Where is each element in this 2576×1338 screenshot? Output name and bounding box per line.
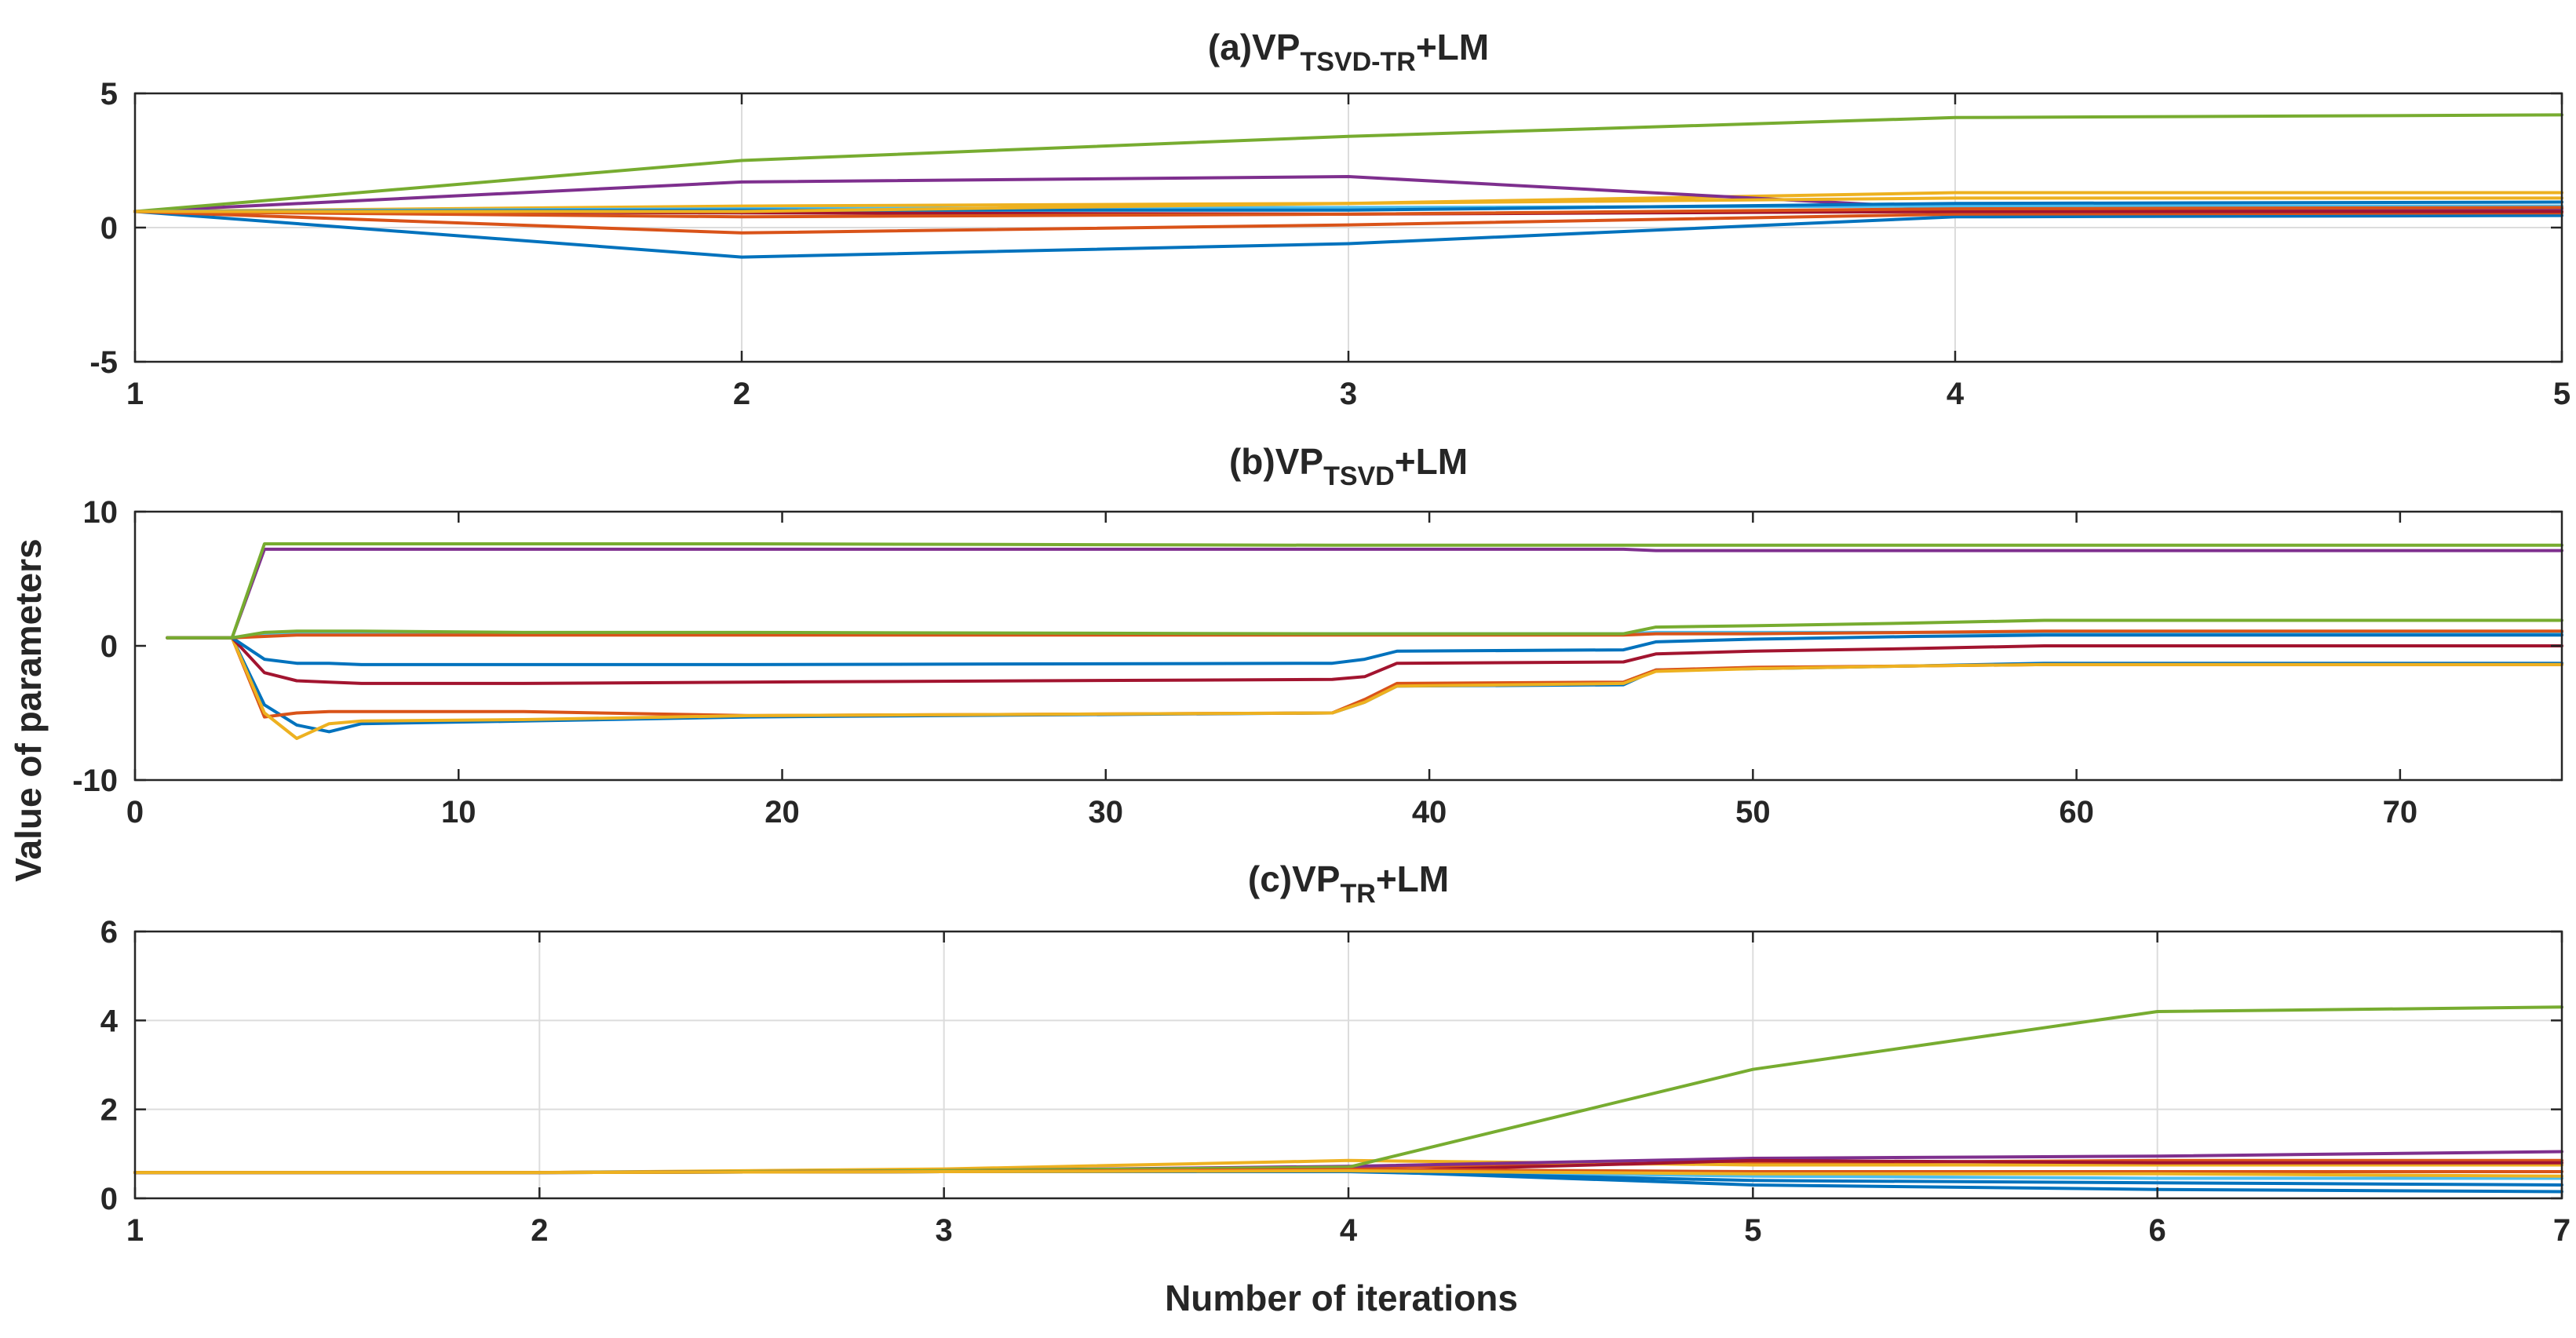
x-tick-label: 3 [936, 1213, 953, 1248]
x-tick-label: 50 [1735, 795, 1771, 829]
panel-title-suffix: +LM [1416, 27, 1489, 67]
series-line-p8 [166, 633, 2563, 666]
x-tick-label: 1 [126, 377, 144, 411]
panel-title: (c)VPTR+LM [1248, 859, 1449, 909]
series-line-p7 [166, 636, 2563, 685]
x-tick-label: 5 [2553, 377, 2571, 411]
y-tick-label: 0 [100, 1182, 118, 1216]
shared-x-axis-label: Number of iterations [1165, 1278, 1518, 1318]
series-line-p3 [166, 636, 2563, 740]
y-tick-label: 0 [100, 211, 118, 246]
y-tick-label: 0 [100, 629, 118, 664]
x-tick-label: 20 [764, 795, 800, 829]
series-line-p2 [133, 210, 2563, 235]
panel-title-prefix: (c)VP [1248, 859, 1341, 899]
series-line-p10 [133, 1168, 2563, 1178]
x-tick-label: 10 [441, 795, 476, 829]
x-tick-label: 2 [531, 1213, 548, 1248]
y-tick-label: 4 [100, 1004, 119, 1038]
x-tick-label: 4 [1947, 377, 1965, 411]
panel-1: 1 2 3 4 5 -5 0 5 (a)VPTSVD-TR+LM [89, 27, 2571, 411]
panel-title-prefix: (b)VP [1229, 441, 1323, 482]
panel-title: (a)VPTSVD-TR+LM [1208, 27, 1489, 77]
series-line-p10 [166, 618, 2563, 640]
x-tick-label: 2 [733, 377, 750, 411]
y-tick-label: 2 [100, 1093, 118, 1128]
series-line-p5 [166, 542, 2563, 640]
series-line-p5 [133, 113, 2563, 213]
y-tick-label: -10 [72, 764, 118, 798]
series-line-p9 [133, 206, 2563, 219]
panel-title-subscript: TR [1340, 879, 1375, 909]
x-tick-label: 7 [2553, 1213, 2571, 1248]
x-tick-label: 0 [126, 795, 144, 829]
panel-title: (b)VPTSVD+LM [1229, 441, 1468, 491]
y-tick-label: 10 [83, 495, 119, 530]
panel-title-subscript: TSVD-TR [1300, 47, 1415, 77]
x-tick-label: 70 [2383, 795, 2418, 829]
y-tick-label: 6 [100, 915, 118, 950]
panel-title-prefix: (a)VP [1208, 27, 1301, 67]
x-tick-label: 1 [126, 1213, 144, 1248]
x-tick-label: 30 [1089, 795, 1124, 829]
x-tick-label: 4 [1340, 1213, 1358, 1248]
x-tick-label: 6 [2149, 1213, 2166, 1248]
series-line-p10 [133, 196, 2563, 213]
y-tick-label: 5 [100, 77, 118, 111]
panel-title-suffix: +LM [1376, 859, 1449, 899]
y-tick-label: -5 [89, 345, 118, 380]
shared-y-axis-label: Value of parameters [8, 538, 49, 881]
x-tick-label: 60 [2059, 795, 2094, 829]
x-tick-label: 3 [1340, 377, 1357, 411]
series-line-p4 [166, 547, 2563, 640]
panel-3: 1 2 3 4 5 6 7 0 2 4 6 (c)VPTR+LM [100, 859, 2571, 1248]
series-line-p1 [133, 210, 2563, 259]
x-tick-label: 40 [1412, 795, 1447, 829]
panel-title-subscript: TSVD [1323, 461, 1395, 491]
panel-title-suffix: +LM [1395, 441, 1468, 482]
x-tick-label: 5 [1744, 1213, 1761, 1248]
